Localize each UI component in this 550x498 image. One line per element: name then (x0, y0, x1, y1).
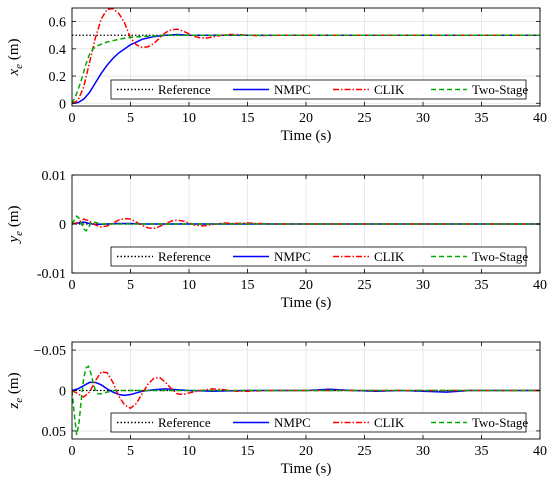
x-tick-label: 0 (69, 444, 76, 459)
y-tick-label: 0.6 (49, 16, 67, 31)
series-line-clik (72, 8, 540, 104)
x-axis-label: Time (s) (281, 461, 332, 477)
legend-box (110, 79, 527, 100)
x-axis-label: Time (s) (281, 295, 332, 311)
x-tick-label: 5 (127, 111, 134, 126)
legend: Reference NMPC CLIK Two-Stage (110, 79, 528, 100)
x-tick-label: 30 (416, 444, 430, 459)
y-axis-label: xe (m) (6, 39, 25, 77)
x-tick-label: 0 (69, 111, 76, 126)
legend-label-reference: Reference (158, 82, 211, 97)
chart-panel-1: 0 5 10 15 20 25 30 35 40 0 0.2 0.4 0.6 Time (s) xe (m)… (6, 7, 547, 144)
legend-label-nmpc: NMPC (274, 415, 311, 430)
x-tick-label: 20 (299, 278, 313, 293)
x-tick-label: 25 (358, 111, 372, 126)
y-tick-label: 0 (59, 97, 66, 112)
series-line-two-stage (72, 34, 540, 104)
x-tick-label: 35 (475, 444, 489, 459)
legend-label-reference: Reference (158, 415, 211, 430)
legend-label-clik: CLIK (374, 82, 405, 97)
x-tick-label: 20 (299, 444, 313, 459)
x-tick-label: 15 (241, 278, 255, 293)
y-tick-label: 0.05 (42, 425, 67, 440)
legend-label-clik: CLIK (374, 415, 405, 430)
y-tick-label: 0.2 (49, 70, 67, 85)
series-line-clik (72, 371, 540, 410)
legend-label-two-stage: Two-Stage (472, 249, 528, 264)
x-tick-label: 20 (299, 111, 313, 126)
y-axis-label: ye (m) (6, 206, 25, 245)
x-tick-label: 25 (358, 444, 372, 459)
x-tick-label: 40 (533, 444, 547, 459)
legend-box (110, 246, 527, 267)
x-tick-label: 35 (475, 111, 489, 126)
y-axis-label: ze (m) (6, 372, 25, 409)
x-tick-label: 10 (182, 278, 196, 293)
legend-label-two-stage: Two-Stage (472, 82, 528, 97)
x-tick-label: 40 (533, 111, 547, 126)
y-tick-label: -0.01 (37, 267, 66, 282)
x-tick-label: 25 (358, 278, 372, 293)
legend-label-two-stage: Two-Stage (472, 415, 528, 430)
x-tick-label: 10 (182, 444, 196, 459)
y-tick-label: 0 (59, 218, 66, 233)
y-tick-label: 0.4 (49, 43, 67, 58)
x-tick-label: 35 (475, 278, 489, 293)
x-tick-label: 10 (182, 111, 196, 126)
x-tick-label: 40 (533, 278, 547, 293)
series-line-clik (72, 217, 540, 230)
y-tick-label: −0.05 (34, 344, 66, 359)
x-tick-label: 15 (241, 111, 255, 126)
x-tick-label: 5 (127, 444, 134, 459)
x-axis-label: Time (s) (281, 128, 332, 144)
x-tick-label: 30 (416, 278, 430, 293)
legend-label-nmpc: NMPC (274, 82, 311, 97)
legend-box (110, 412, 527, 433)
legend-label-clik: CLIK (374, 249, 405, 264)
x-tick-label: 30 (416, 111, 430, 126)
x-tick-label: 0 (69, 278, 76, 293)
y-tick-label: 0.01 (42, 169, 67, 184)
legend-label-nmpc: NMPC (274, 249, 311, 264)
series-line-two-stage (72, 365, 540, 436)
series-line-two-stage (72, 215, 540, 232)
x-tick-label: 5 (127, 278, 134, 293)
legend: Reference NMPC CLIK Two-Stage (110, 246, 528, 267)
legend: Reference NMPC CLIK Two-Stage (110, 412, 528, 433)
legend-label-reference: Reference (158, 249, 211, 264)
y-tick-label: 0 (59, 385, 66, 400)
x-tick-label: 15 (241, 444, 255, 459)
